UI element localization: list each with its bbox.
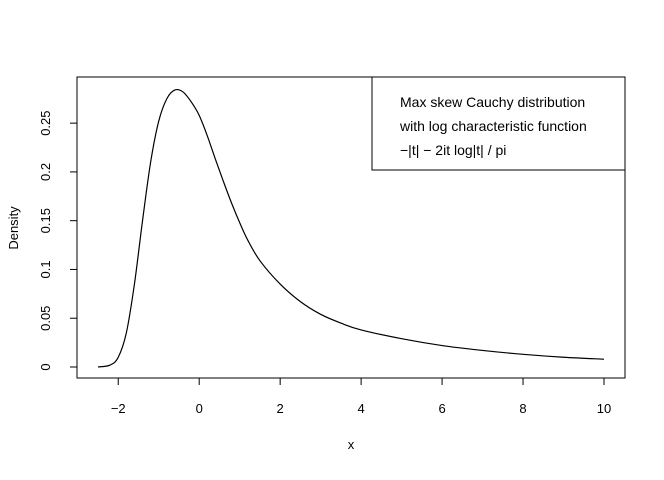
y-axis: 0 0.05 0.1 0.15 0.2 0.25: [38, 110, 78, 371]
y-tick-label: 0.2: [38, 163, 53, 181]
y-tick-label: 0.05: [38, 306, 53, 331]
legend: Max skew Cauchy distribution with log ch…: [371, 76, 626, 171]
legend-line-2: with log characteristic function: [399, 118, 587, 134]
density-curve: [97, 88, 605, 368]
y-axis-title: Density: [6, 206, 21, 250]
x-tick-label: 0: [196, 401, 203, 416]
x-tick-label: 10: [597, 401, 611, 416]
legend-line-1: Max skew Cauchy distribution: [400, 94, 585, 110]
x-axis: −2 0 2 4 6 8 10: [111, 377, 611, 416]
legend-box: [371, 76, 626, 171]
x-tick-label: 6: [438, 401, 445, 416]
legend-line-3: −|t| − 2it log|t| / pi: [400, 142, 506, 158]
x-axis-title: x: [348, 437, 355, 452]
x-tick-label: 2: [277, 401, 284, 416]
x-tick-label: 4: [358, 401, 365, 416]
x-tick-label: 8: [519, 401, 526, 416]
y-tick-label: 0: [38, 363, 53, 370]
x-tick-label: −2: [111, 401, 126, 416]
y-tick-label: 0.1: [38, 260, 53, 278]
y-tick-label: 0.25: [38, 110, 53, 135]
y-tick-label: 0.15: [38, 208, 53, 233]
